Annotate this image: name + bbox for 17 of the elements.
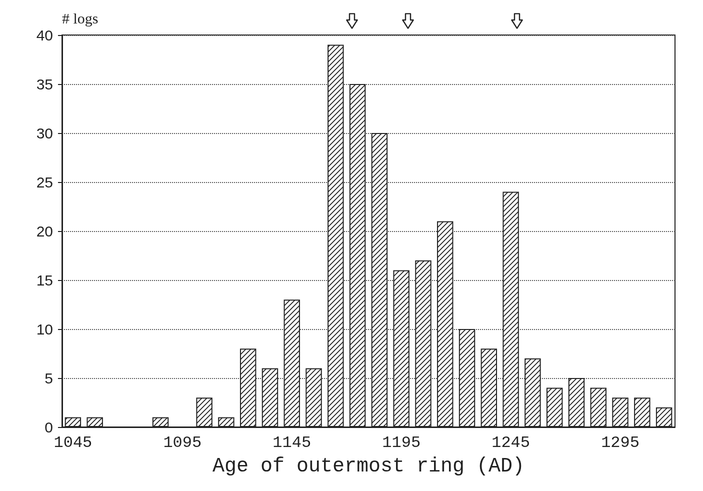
y-tick-label: 25: [36, 174, 53, 190]
y-tick-label: 35: [36, 76, 53, 92]
y-tick-label: 5: [44, 370, 53, 386]
y-axis-title: # logs: [62, 10, 98, 26]
y-tick-label: 40: [36, 26, 53, 44]
x-tick-label: 1045: [54, 434, 92, 452]
x-tick-label: 1245: [492, 434, 530, 452]
y-tick-label: 0: [44, 418, 53, 436]
x-tick-label: 1295: [601, 434, 640, 452]
x-tick-label: 1095: [163, 434, 202, 452]
y-tick-label: 10: [36, 320, 53, 338]
x-tick-label: 1195: [382, 434, 421, 452]
y-tick-label: 20: [36, 222, 53, 240]
y-tick-label: 30: [36, 124, 53, 142]
x-tick-label: 1145: [272, 434, 312, 452]
x-axis-title: Age of outermost ring (AD): [212, 454, 525, 478]
y-tick-label: 15: [36, 272, 53, 288]
